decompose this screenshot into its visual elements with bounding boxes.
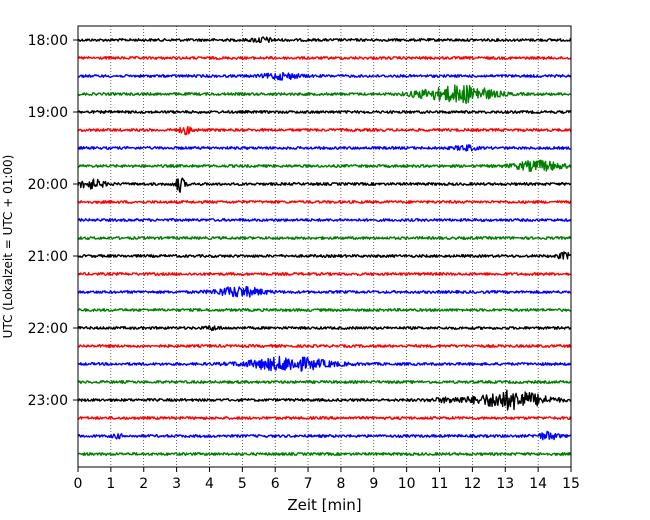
y-axis-label: UTC (Lokalzeit = UTC + 01:00)	[1, 155, 15, 339]
x-tick-label-5: 5	[238, 476, 247, 492]
trace-1945	[77, 159, 572, 173]
trace-1815	[77, 56, 572, 60]
trace-1800	[77, 36, 572, 44]
trace-2315	[77, 416, 572, 420]
x-tick-label-4: 4	[205, 476, 214, 492]
trace-2200	[77, 325, 572, 332]
x-tick-label-7: 7	[304, 476, 313, 492]
trace-1915	[77, 125, 572, 136]
x-tick-label-1: 1	[106, 476, 115, 492]
trace-2015	[77, 200, 572, 204]
x-tick-label-15: 15	[562, 476, 580, 492]
y-tick-label-1900: 19:00	[28, 105, 68, 121]
x-axis-ticks: 0 1 2 3 4 5 6 7 8 9 10 11 12 13 14 15	[74, 467, 580, 492]
trace-2215	[77, 344, 572, 348]
trace-2145	[78, 308, 572, 312]
x-tick-label-3: 3	[172, 476, 181, 492]
y-tick-label-2100: 21:00	[28, 249, 68, 265]
y-tick-label-2200: 22:00	[28, 321, 68, 337]
trace-2130	[77, 285, 572, 298]
x-tick-label-14: 14	[529, 476, 547, 492]
trace-1845	[77, 84, 572, 105]
trace-2300	[77, 389, 572, 411]
trace-2000	[77, 177, 572, 193]
trace-2345	[77, 452, 572, 456]
x-tick-label-10: 10	[398, 476, 416, 492]
trace-1830	[77, 71, 572, 81]
y-axis-ticks: 18:00 19:00 20:00 21:00 22:00 23:00	[28, 33, 78, 409]
x-tick-label-9: 9	[369, 476, 378, 492]
y-tick-label-2300: 23:00	[28, 393, 68, 409]
trace-2100	[77, 251, 572, 260]
trace-2230	[77, 355, 572, 372]
y-tick-label-2000: 20:00	[28, 177, 68, 193]
x-tick-label-11: 11	[431, 476, 449, 492]
x-tick-label-12: 12	[463, 476, 481, 492]
trace-2045	[77, 236, 572, 240]
y-tick-label-1800: 18:00	[28, 33, 68, 49]
x-tick-label-2: 2	[139, 476, 148, 492]
trace-2115	[77, 272, 572, 276]
plot-frame	[77, 25, 572, 468]
trace-1930	[77, 143, 572, 152]
x-axis-label: Zeit [min]	[287, 496, 361, 514]
x-tick-label-0: 0	[74, 476, 83, 492]
x-tick-label-8: 8	[336, 476, 345, 492]
x-tick-label-6: 6	[271, 476, 280, 492]
trace-2030	[77, 218, 572, 222]
trace-2330	[77, 430, 572, 441]
trace-lines	[77, 36, 572, 456]
x-tick-label-13: 13	[496, 476, 514, 492]
trace-2245	[77, 380, 572, 384]
trace-1900	[77, 110, 572, 114]
